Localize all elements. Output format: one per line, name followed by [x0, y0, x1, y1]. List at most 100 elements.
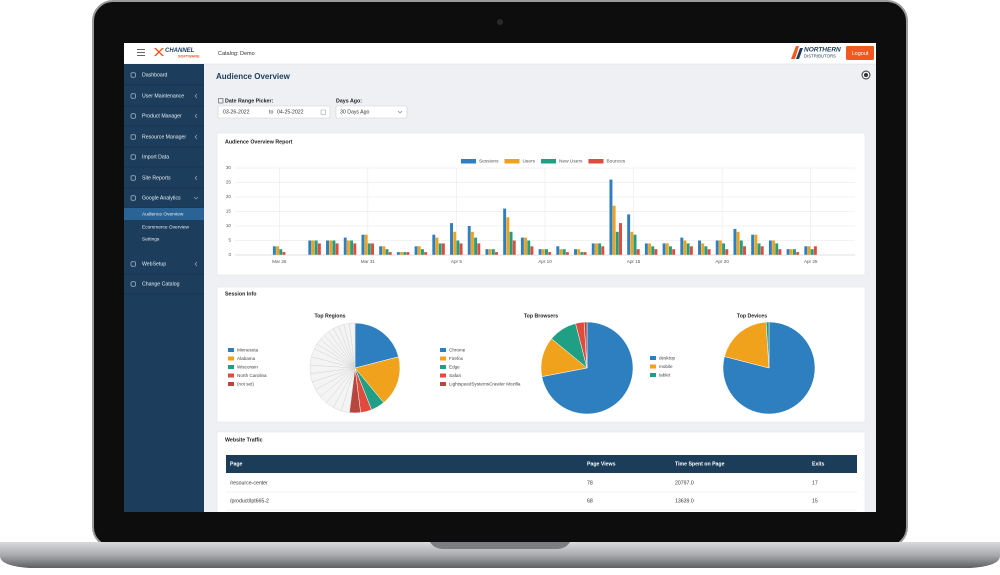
bar [438, 243, 442, 255]
bar [503, 208, 507, 255]
days-ago-value[interactable]: 30 Days Ago [340, 110, 370, 116]
y-tick-label: 10 [226, 223, 232, 228]
bar [314, 240, 318, 255]
partner-logo-mark [796, 48, 803, 59]
table-header-cell: Page [230, 462, 243, 468]
sidebar-item[interactable]: Resource Manager [142, 135, 186, 141]
start-date[interactable]: 03-26-2022 [223, 110, 250, 116]
sidebar-subitem[interactable]: Settings [142, 237, 160, 243]
bar [739, 240, 743, 255]
legend-label: Minnesota [237, 347, 259, 352]
sidebar-icon [130, 154, 136, 160]
table-cell: /product/lpt665-2 [230, 498, 269, 504]
sidebar-item[interactable]: WebSetup [142, 262, 166, 268]
logout-label[interactable]: Logout [852, 51, 869, 57]
bar [683, 240, 687, 255]
sidebar-chevron [194, 134, 198, 140]
bar [733, 228, 737, 255]
bar [704, 246, 708, 255]
settings-icon[interactable] [861, 70, 871, 80]
logo-mark [154, 48, 164, 56]
legend-label: Edge [449, 364, 460, 369]
chart-title: Audience Overview Report [225, 139, 293, 145]
date-range-label: Date Range Picker: [225, 98, 274, 104]
x-tick-label: Apr 20 [715, 259, 729, 264]
bar [577, 249, 581, 255]
bar [326, 240, 329, 255]
bar [506, 217, 510, 255]
sidebar-active-highlight [124, 208, 204, 220]
bar [317, 243, 321, 255]
bar [654, 249, 658, 255]
date-separator: to [269, 110, 273, 116]
bar [594, 243, 598, 255]
bar [367, 243, 371, 255]
bar [364, 234, 368, 255]
y-tick-label: 15 [226, 209, 232, 214]
bar [591, 243, 595, 255]
bar [538, 249, 542, 255]
bar [775, 243, 779, 255]
legend-swatch [440, 382, 446, 386]
sidebar-icon [130, 72, 136, 78]
table-header [226, 455, 857, 473]
bar [548, 252, 552, 255]
bar [768, 240, 772, 255]
bar [335, 243, 339, 255]
bar [651, 246, 655, 255]
bar [467, 226, 471, 255]
legend-swatch [440, 365, 446, 369]
bar [527, 240, 531, 255]
bar [441, 243, 445, 255]
sidebar-icon [130, 281, 136, 287]
pie-title: Top Devices [737, 313, 767, 319]
end-date[interactable]: 04-25-2022 [277, 110, 304, 116]
bar [329, 240, 333, 255]
logout-button[interactable] [846, 46, 874, 60]
sidebar-item[interactable]: Import Data [142, 155, 169, 161]
sidebar-item[interactable]: Dashboard [142, 73, 167, 79]
pie-slice [349, 322, 356, 369]
bar [406, 252, 410, 255]
bar [701, 243, 705, 255]
bar [725, 249, 729, 255]
pie-title: Top Regions [314, 313, 345, 319]
sidebar-chevron [193, 196, 199, 200]
catalog-label: Catalog: Demo [218, 51, 255, 57]
legend-swatch [228, 348, 234, 352]
bar [662, 243, 666, 255]
sidebar-item[interactable]: User Maintenance [142, 94, 184, 100]
bar [520, 237, 524, 255]
y-tick-label: 20 [226, 194, 232, 199]
bar [556, 246, 560, 255]
bar [541, 249, 545, 255]
bar [672, 249, 676, 255]
bar [686, 243, 690, 255]
sidebar-icon [130, 195, 136, 201]
table-header-cell: Page Views [587, 462, 616, 468]
sidebar-item[interactable]: Change Catalog [142, 282, 180, 288]
pie-slice [354, 322, 399, 369]
bar [619, 223, 622, 255]
laptop-notch [430, 542, 570, 549]
bar [609, 179, 613, 255]
bar [530, 246, 534, 255]
bar [495, 252, 498, 255]
bar [272, 246, 276, 255]
date-range-input[interactable] [217, 105, 331, 119]
sidebar-subitem[interactable]: Audience Overview [142, 212, 184, 218]
bar [559, 249, 563, 255]
bar [276, 246, 280, 255]
bar [509, 231, 513, 255]
sidebar-item[interactable]: Google Analytics [142, 196, 181, 202]
legend-swatch [440, 373, 446, 378]
settings-icon-dot[interactable] [864, 73, 868, 77]
days-ago-select[interactable] [335, 105, 408, 119]
sidebar-item[interactable]: Product Manager [142, 114, 182, 120]
bar [361, 234, 365, 255]
sidebar-item[interactable]: Site Reports [142, 176, 171, 182]
legend-label: Firefox [449, 356, 464, 361]
sidebar-subitem[interactable]: Ecommerce Overview [142, 225, 189, 231]
bar [470, 231, 474, 255]
sidebar-icon [130, 134, 136, 140]
